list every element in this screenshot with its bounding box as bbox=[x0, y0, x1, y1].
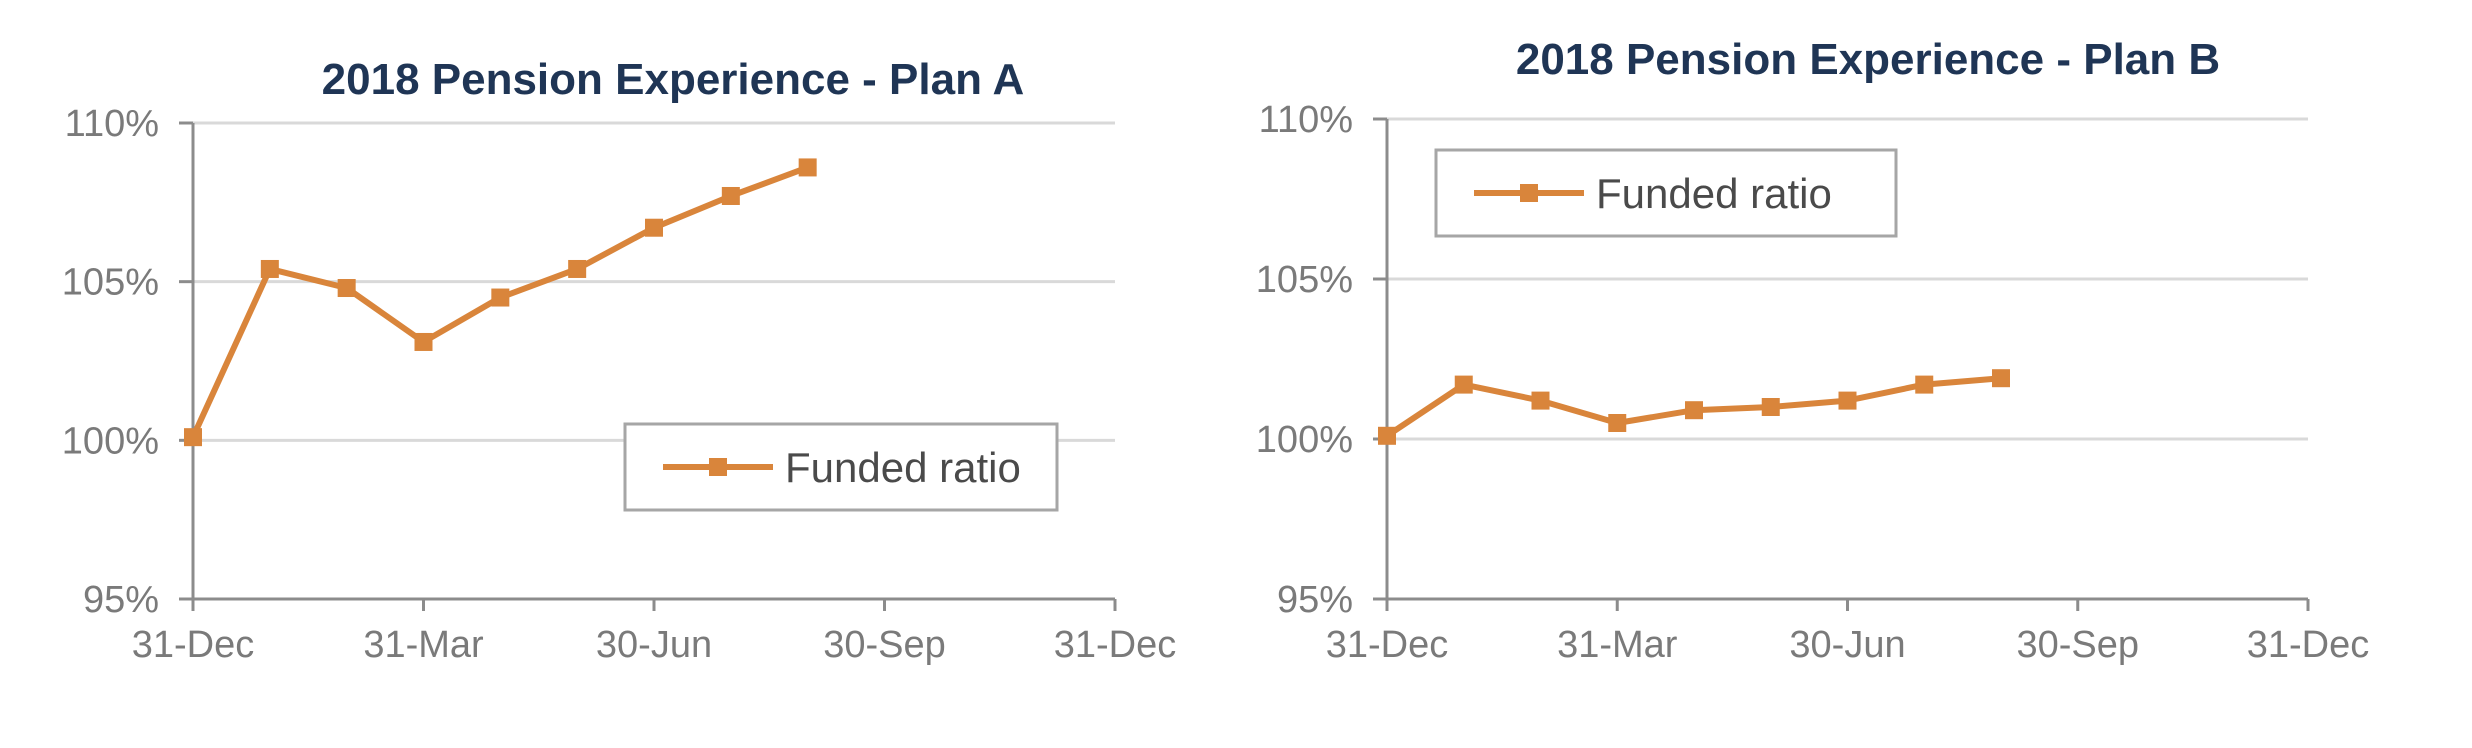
data-point-marker bbox=[1378, 426, 1396, 445]
data-point-marker bbox=[1915, 375, 1934, 394]
data-point-marker bbox=[337, 279, 356, 298]
y-tick-label: 100% bbox=[1256, 419, 1353, 461]
data-point-marker bbox=[798, 158, 817, 177]
data-point-marker bbox=[1838, 391, 1857, 410]
chart-title: 2018 Pension Experience - Plan B bbox=[1516, 35, 2220, 84]
data-point-marker bbox=[568, 259, 587, 278]
x-tick-label: 30-Sep bbox=[823, 624, 946, 666]
legend-marker-swatch bbox=[709, 458, 727, 476]
legend-marker-swatch bbox=[1520, 184, 1538, 202]
x-tick-label: 30-Sep bbox=[2016, 624, 2139, 666]
data-point-marker bbox=[1685, 401, 1703, 420]
chart-title: 2018 Pension Experience - Plan A bbox=[322, 55, 1025, 104]
x-tick-label: 31-Mar bbox=[363, 624, 484, 666]
x-tick-label: 30-Jun bbox=[596, 624, 712, 666]
y-tick-label: 95% bbox=[83, 579, 159, 621]
legend-label: Funded ratio bbox=[1596, 170, 1832, 217]
x-tick-label: 31-Dec bbox=[1326, 624, 1449, 666]
x-tick-label: 30-Jun bbox=[1789, 624, 1905, 666]
y-tick-label: 100% bbox=[62, 420, 159, 462]
data-point-marker bbox=[1608, 414, 1627, 432]
chart-plan-b: 2018 Pension Experience - Plan B 95% 100% 1… bbox=[1256, 35, 2369, 666]
chart-plan-a: 2018 Pension Experience - Plan A 95% 100% 1… bbox=[62, 55, 1176, 666]
legend-label: Funded ratio bbox=[785, 444, 1021, 491]
data-point-marker bbox=[1454, 375, 1473, 394]
data-point-marker bbox=[1761, 398, 1780, 416]
x-tick-label: 31-Dec bbox=[1054, 624, 1177, 666]
data-point-marker bbox=[491, 288, 510, 307]
data-point-marker bbox=[414, 332, 433, 351]
y-tick-label: 110% bbox=[65, 103, 159, 145]
y-tick-label: 95% bbox=[1277, 579, 1353, 621]
y-tick-label: 110% bbox=[1259, 99, 1353, 141]
data-point-marker bbox=[1992, 369, 2010, 388]
data-point-marker bbox=[184, 428, 202, 447]
y-tick-label: 105% bbox=[1256, 259, 1353, 301]
data-point-marker bbox=[1531, 391, 1550, 410]
x-tick-label: 31-Dec bbox=[132, 624, 255, 666]
data-point-marker bbox=[260, 259, 279, 278]
data-point-marker bbox=[645, 218, 663, 237]
data-point-marker bbox=[721, 186, 740, 205]
x-tick-label: 31-Mar bbox=[1557, 624, 1678, 666]
x-tick-label: 31-Dec bbox=[2247, 624, 2370, 666]
y-tick-label: 105% bbox=[62, 262, 159, 304]
legend-box bbox=[1434, 148, 1898, 238]
